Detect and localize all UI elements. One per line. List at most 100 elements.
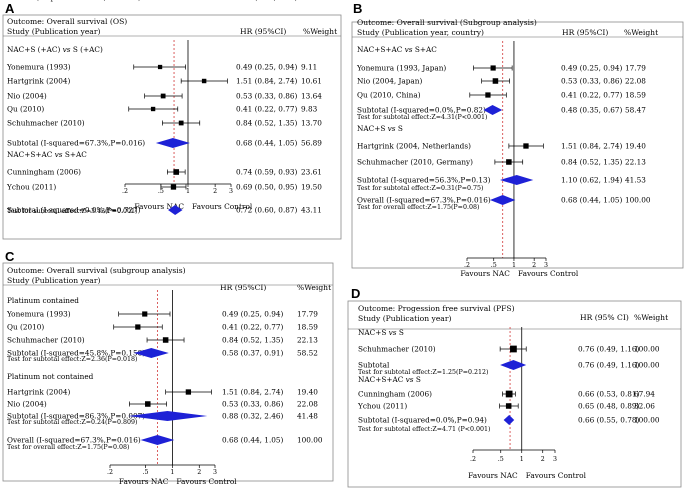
- study-label: Cunningham (2006): [7, 168, 81, 177]
- study-label: Cunningham (2006): [358, 390, 432, 399]
- hr-ci-value: 0.53 (0.33, 0.86): [236, 92, 298, 101]
- x-tick-label: 1: [520, 456, 524, 463]
- x-tick-label: 2: [197, 469, 201, 476]
- study-label: Qu (2010): [7, 105, 44, 114]
- overall-label: Overall (I-squared=67.3%,P=0.016): [357, 196, 491, 205]
- weight-value: 56.89: [301, 139, 322, 148]
- hr-ci-value: 0.66 (0.55, 0.78): [578, 416, 640, 425]
- overall-diamond: [490, 195, 516, 205]
- weight-value: 9.83: [301, 105, 318, 114]
- hr-ci-value: 1.51 (0.84, 2.74): [236, 77, 298, 86]
- subgroup-header: NAC+S vs S: [357, 124, 403, 133]
- study-point-estimate: [185, 389, 192, 395]
- study-label: Hartgrink (2004): [7, 77, 70, 86]
- x-tick-label: 1: [170, 469, 174, 476]
- study-point-estimate: [150, 106, 156, 112]
- subtotal-diamond: [503, 415, 515, 425]
- effect-test-label: Test for subtotal effect:Z=2.36(P=0.018): [7, 356, 138, 363]
- panel-frame: [2, 14, 342, 240]
- hr-ci-value: 0.68 (0.44, 1.05): [236, 139, 298, 148]
- weight-value: 19.40: [297, 388, 318, 397]
- x-tick-label: 1: [512, 262, 516, 269]
- weight-value: 100.00: [297, 436, 323, 445]
- panel-title: Outcome: Progession free survival (PFS): [358, 304, 515, 313]
- hr-ci-value: 0.70 (0.55, 0.88): [236, 0, 298, 2]
- subgroup-header: NAC+S+AC vs S: [358, 375, 421, 384]
- weight-value: 100.00: [634, 361, 660, 370]
- weight-value: 13.64: [301, 92, 322, 101]
- effect-test-label: Test for overall effect:Z=1.75(P=0.08): [7, 444, 129, 451]
- effect-test-label: Test for subtotal effect:Z=0.24(P=0.809): [7, 419, 138, 426]
- study-label: Qu (2010): [7, 323, 44, 332]
- weight-value: 10.61: [301, 77, 322, 86]
- subtotal-label: Subtotal (I-squared=45.8%,P=0.158): [7, 349, 145, 358]
- weight-value: 19.40: [625, 142, 646, 151]
- hr-ci-value: 0.53 (0.33, 0.86): [561, 77, 623, 86]
- x-tick-label: 1: [186, 188, 190, 195]
- study-label: Yonemura (1993): [6, 63, 71, 72]
- weight-column-header: %Weight: [624, 28, 658, 37]
- panel-letter: D: [351, 286, 360, 301]
- panel-letter: C: [5, 249, 15, 264]
- weight-column-header: %Weight: [303, 27, 337, 36]
- subtotal-label: Subtotal (I-squared=86.3%,P=0.007): [7, 412, 145, 421]
- hr-ci-value: 0.49 (0.25, 0.94): [222, 310, 284, 319]
- hr-ci-value: 0.88 (0.32, 2.46): [222, 412, 284, 421]
- x-tick-label: .5: [498, 456, 504, 463]
- favours-nac-label: Favours NAC: [134, 202, 184, 211]
- subgroup-header: NAC+S vs S: [358, 328, 404, 337]
- panel-title: Outcome: Overall survival (Subgroup anal…: [357, 18, 537, 27]
- study-point-estimate: [505, 403, 512, 409]
- hr-ci-value: 0.66 (0.53, 0.81): [578, 390, 640, 399]
- overall-label: Overall (I-squared=51.9%,P=0.052): [7, 0, 141, 2]
- study-point-estimate: [505, 390, 513, 398]
- hr-ci-value: 0.84 (0.52, 1.35): [222, 336, 284, 345]
- panel-title: Outcome: Overall survival (OS): [7, 17, 127, 26]
- favours-control-label: Favours Control: [192, 202, 253, 211]
- study-point-estimate: [485, 92, 491, 98]
- study-point-estimate: [506, 159, 512, 165]
- panel-frame: [2, 262, 334, 482]
- effect-test-label: Test for overall effect:Z=1.75(P=0.08): [357, 204, 479, 211]
- effect-test-label: Test for subtotal effect:Z=0.31(P=0.75): [357, 185, 484, 192]
- weight-column-header: %Weight: [634, 313, 668, 322]
- hr-ci-value: 0.74 (0.59, 0.93): [236, 168, 298, 177]
- x-tick-label: .2: [107, 469, 113, 476]
- x-tick-label: .2: [122, 188, 128, 195]
- effect-test-label: Test for subtotal effect:Z=3.43(P=0.001): [7, 208, 138, 215]
- subtotal-label: Subtotal (I-squared=67.3%,P=0.016): [7, 139, 145, 148]
- hr-column-header: HR (95%CI): [240, 27, 286, 36]
- study-point-estimate: [162, 337, 169, 343]
- x-tick-label: 3: [229, 188, 233, 195]
- subtotal-label: Subtotal (I-squared=0.0%,P=0.82): [357, 106, 486, 115]
- subgroup-header: NAC+S+AC vs S+AC: [357, 45, 437, 54]
- subtotal-diamond: [133, 348, 169, 358]
- subtotal-label: Subtotal (I-squared=0.0%,P=0.727): [7, 206, 141, 215]
- subtotal-label: Subtotal (I-squared=56.3%,P=0.13): [357, 176, 491, 185]
- panel-letter: A: [5, 1, 15, 16]
- forest-panel-d: D Outcome: Progession free survival (PFS)…: [347, 286, 682, 488]
- hr-ci-value: 0.48 (0.35, 0.67): [561, 106, 623, 115]
- subtotal-label: Subtotal: [358, 361, 390, 370]
- study-column-header: Study (Publication year): [358, 314, 451, 323]
- subgroup-header: Platinum not contained: [7, 372, 94, 381]
- hr-column-header: HR (95%CI): [220, 283, 266, 292]
- x-tick-label: 3: [213, 469, 217, 476]
- weight-value: 17.79: [625, 64, 646, 73]
- weight-value: 43.11: [301, 206, 322, 215]
- study-column-header: Study (Publication year, country): [357, 28, 484, 37]
- favours-nac-label: Favours NAC: [468, 471, 518, 480]
- study-point-estimate: [142, 311, 148, 317]
- hr-ci-value: 1.51 (0.84, 2.74): [222, 388, 284, 397]
- weight-column-header: %Weight: [297, 283, 331, 292]
- hr-ci-value: 0.41 (0.22, 0.77): [222, 323, 284, 332]
- study-label: Nio (2004): [7, 400, 47, 409]
- x-tick-label: 2: [213, 188, 217, 195]
- hr-ci-value: 0.84 (0.52, 1.35): [236, 119, 298, 128]
- x-tick-label: 2: [541, 456, 545, 463]
- study-point-estimate: [160, 93, 166, 99]
- weight-value: 18.59: [625, 91, 646, 100]
- hr-ci-value: 0.76 (0.49, 1.16): [578, 361, 640, 370]
- hr-ci-value: 0.76 (0.49, 1.16): [578, 345, 640, 354]
- weight-value: 19.50: [301, 183, 322, 192]
